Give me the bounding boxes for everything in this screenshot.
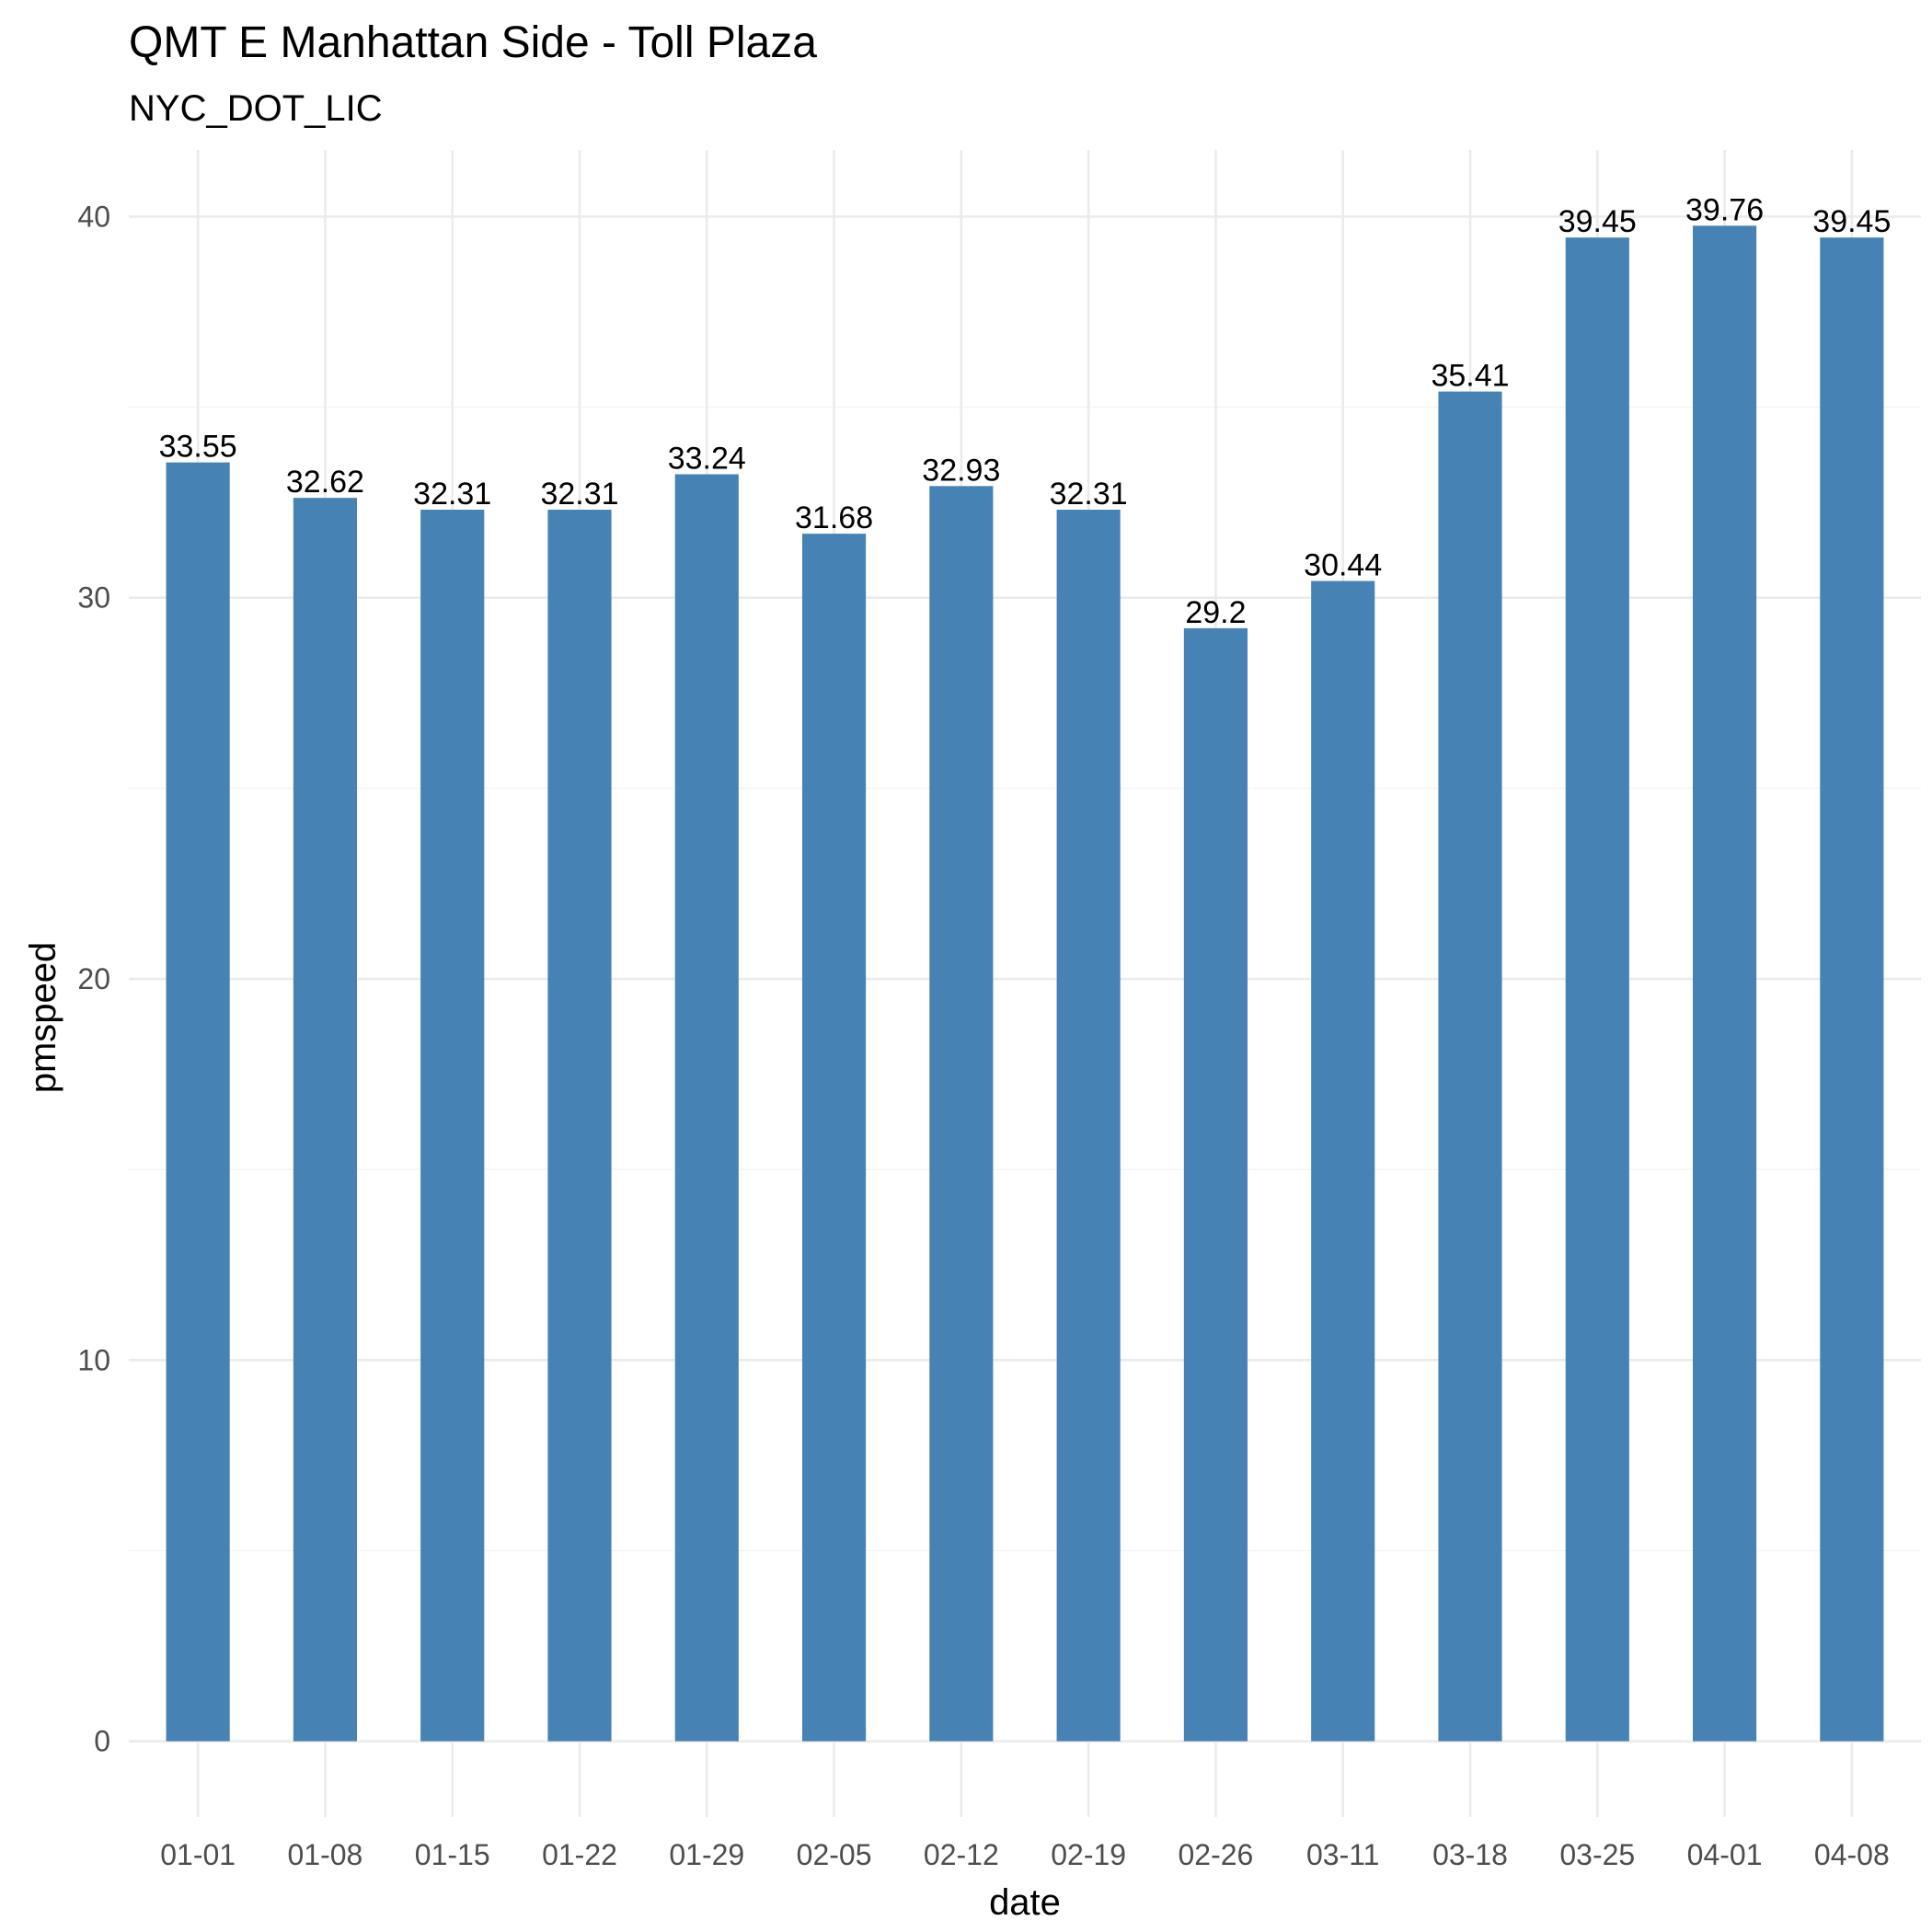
x-tick-label: 04-08 (1814, 1838, 1890, 1871)
bar (293, 498, 357, 1742)
bar-value-label: 31.68 (795, 500, 873, 535)
bar-value-label: 32.31 (1050, 477, 1128, 512)
bar-value-label: 30.44 (1304, 547, 1382, 582)
bar (547, 510, 612, 1742)
bars (166, 225, 1884, 1742)
bar (1820, 237, 1884, 1742)
bar-value-label: 32.93 (922, 453, 1000, 488)
bar-value-label: 33.24 (668, 441, 746, 476)
bar-value-label: 32.31 (540, 477, 618, 512)
bar (420, 510, 485, 1742)
x-tick-label: 03-18 (1432, 1838, 1508, 1871)
y-axis-ticks: 0 10 20 30 40 (77, 200, 110, 1757)
chart-title: QMT E Manhattan Side - Toll Plaza (129, 18, 817, 67)
y-axis-title: pmspeed (23, 942, 63, 1094)
bar-value-label: 32.31 (413, 477, 491, 512)
bar (1565, 237, 1629, 1742)
y-tick-label: 30 (77, 581, 110, 615)
x-tick-label: 01-29 (669, 1838, 744, 1871)
bar (1183, 627, 1248, 1742)
x-tick-label: 01-01 (160, 1838, 236, 1871)
bar-value-label: 33.55 (159, 430, 237, 465)
bar (674, 474, 739, 1742)
bar-value-label: 29.2 (1185, 595, 1246, 630)
bar (929, 486, 994, 1742)
grid-lines (129, 150, 1921, 1817)
x-tick-label: 01-08 (288, 1838, 363, 1871)
x-tick-label: 03-25 (1559, 1838, 1635, 1871)
x-axis-ticks: 01-01 01-08 01-15 01-22 01-29 02-05 02-12 02-19… (160, 1838, 1890, 1871)
bar (802, 534, 867, 1742)
y-tick-label: 0 (94, 1725, 110, 1758)
x-tick-label: 02-12 (924, 1838, 999, 1871)
bar (1056, 510, 1121, 1742)
x-tick-label: 03-11 (1306, 1838, 1379, 1871)
bar-value-label: 35.41 (1431, 359, 1509, 394)
bar (1438, 391, 1502, 1742)
bar-value-label: 39.45 (1558, 204, 1637, 239)
bar-value-label: 32.62 (286, 465, 364, 500)
x-axis-title: date (989, 1882, 1061, 1923)
x-tick-label: 01-15 (415, 1838, 490, 1871)
bar-value-label: 39.45 (1812, 204, 1891, 239)
x-tick-label: 01-22 (542, 1838, 617, 1871)
y-tick-label: 10 (77, 1343, 110, 1376)
y-tick-label: 40 (77, 200, 110, 233)
bar (166, 462, 230, 1742)
chart-subtitle: NYC_DOT_LIC (129, 88, 383, 129)
x-tick-label: 02-19 (1051, 1838, 1126, 1871)
bar (1693, 225, 1757, 1742)
x-tick-label: 04-01 (1687, 1838, 1763, 1871)
x-tick-label: 02-26 (1179, 1838, 1254, 1871)
x-tick-label: 02-05 (797, 1838, 872, 1871)
y-tick-label: 20 (77, 962, 110, 995)
bar-value-label: 39.76 (1685, 192, 1764, 227)
bar (1311, 581, 1375, 1742)
bar-value-labels: 33.55 32.62 32.31 32.31 33.24 31.68 32.93 32.31… (159, 192, 1892, 630)
